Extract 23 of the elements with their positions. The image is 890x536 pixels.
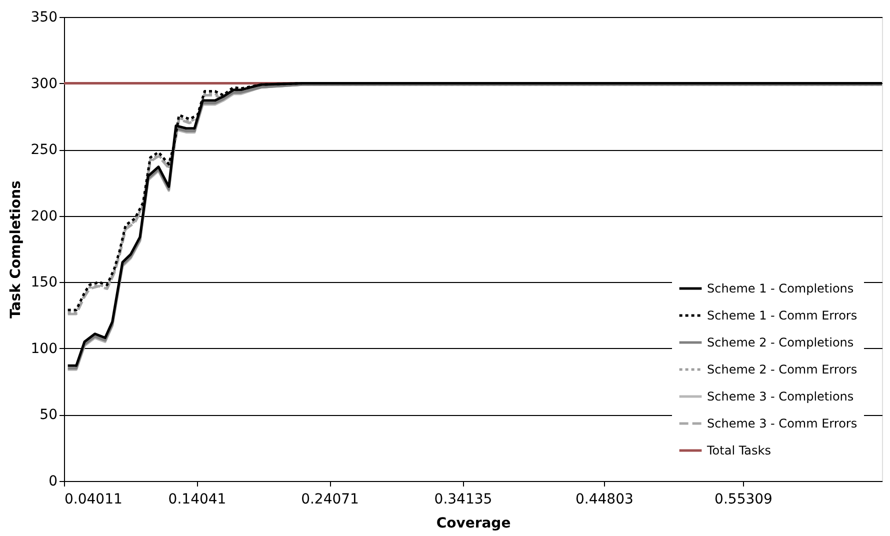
x-tick-label: 0.55309 — [714, 492, 772, 508]
x-tick-label: 0.24071 — [301, 492, 359, 508]
legend-label: Total Tasks — [706, 444, 771, 458]
legend-label: Scheme 3 - Completions — [707, 390, 854, 404]
y-tick-label: 350 — [30, 10, 58, 26]
y-tick-label: 250 — [30, 142, 58, 158]
y-tick-label: 150 — [30, 274, 58, 291]
y-tick-label: 200 — [30, 208, 58, 224]
y-axis-title: Task Completions — [8, 180, 24, 318]
legend-label: Scheme 2 - Comm Errors — [707, 362, 858, 376]
x-tick-label: 0.34135 — [434, 492, 492, 508]
y-tick-label: 300 — [30, 76, 58, 92]
legend-label: Scheme 1 - Completions — [707, 282, 854, 296]
y-tick-label: 100 — [30, 340, 58, 357]
x-axis-title: Coverage — [436, 516, 511, 532]
legend-label: Scheme 3 - Comm Errors — [707, 416, 858, 430]
y-tick-label: 0 — [48, 474, 58, 490]
legend-label: Scheme 1 - Comm Errors — [707, 308, 858, 322]
x-tick-label: 0.44803 — [575, 492, 634, 508]
x-tick-label: 0.14041 — [168, 492, 226, 508]
x-tick-label: 0.04011 — [64, 492, 122, 508]
y-tick-label: 50 — [40, 407, 58, 424]
legend-label: Scheme 2 - Completions — [707, 336, 854, 350]
